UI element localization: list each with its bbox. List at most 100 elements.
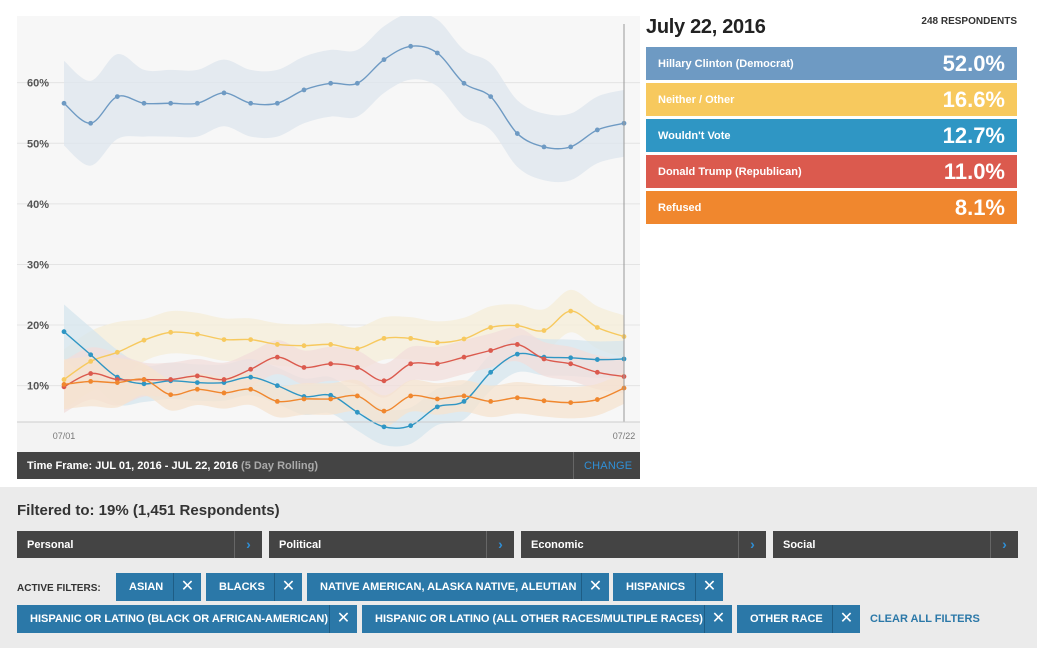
filter-chip-native-american[interactable]: NATIVE AMERICAN, ALASKA NATIVE, ALEUTIAN… [307, 573, 609, 601]
data-point [168, 100, 174, 106]
close-icon[interactable]: ✕ [274, 573, 302, 601]
filter-chip-other-race[interactable]: OTHER RACE ✕ [737, 605, 860, 633]
filter-chip-hispanic-other[interactable]: HISPANIC OR LATINO (ALL OTHER RACES/MULT… [362, 605, 732, 633]
category-political-button[interactable]: Political › [269, 531, 514, 558]
result-value: 52.0% [942, 51, 1005, 76]
result-label: Hillary Clinton (Democrat) [658, 58, 794, 70]
category-label: Social [783, 539, 816, 551]
filter-chip-label: HISPANIC OR LATINO (ALL OTHER RACES/MULT… [375, 613, 703, 625]
category-economic-button[interactable]: Economic › [521, 531, 766, 558]
data-point [461, 336, 467, 342]
data-point [301, 396, 307, 402]
close-icon[interactable]: ✕ [329, 605, 357, 633]
category-personal-button[interactable]: Personal › [17, 531, 262, 558]
confidence-band [64, 356, 624, 427]
data-point [248, 100, 254, 106]
chevron-right-icon: › [990, 531, 1018, 558]
data-point [434, 396, 440, 402]
data-point [488, 369, 494, 375]
data-point [301, 87, 307, 93]
close-icon[interactable]: ✕ [704, 605, 732, 633]
data-point [461, 398, 467, 404]
data-point [354, 393, 360, 399]
series-line [63, 310, 625, 381]
filter-chip-label: BLACKS [219, 581, 265, 593]
data-point [168, 392, 174, 398]
data-point [88, 371, 94, 376]
data-point [274, 342, 280, 347]
filter-chip-blacks[interactable]: BLACKS ✕ [206, 573, 302, 601]
result-label: Refused [658, 202, 702, 214]
data-point [541, 356, 547, 362]
close-icon[interactable]: ✕ [581, 573, 609, 601]
data-point [248, 366, 254, 372]
data-point [221, 390, 227, 396]
data-point [461, 354, 467, 360]
data-point [328, 396, 334, 402]
y-tick-label: 30% [27, 259, 49, 271]
data-point [194, 100, 200, 106]
data-point [168, 329, 174, 335]
data-point [434, 50, 440, 56]
data-point [381, 57, 387, 63]
result-label: Neither / Other [658, 94, 735, 106]
data-point [328, 342, 334, 347]
filter-chip-label: ASIAN [129, 581, 164, 593]
close-icon[interactable]: ✕ [695, 573, 723, 601]
filter-section: Filtered to: 19% (1,451 Respondents) Per… [0, 487, 1037, 648]
confidence-band [64, 16, 624, 183]
data-point [594, 325, 600, 330]
category-label: Economic [531, 539, 584, 551]
data-point [514, 395, 520, 401]
data-point [434, 361, 440, 367]
data-point [354, 80, 360, 86]
category-label: Political [279, 539, 322, 551]
timeframe-bar: Time Frame: JUL 01, 2016 - JUL 22, 2016 … [17, 452, 640, 479]
data-point [88, 359, 94, 364]
category-label: Personal [27, 539, 74, 551]
data-point [274, 100, 280, 106]
data-point [61, 382, 67, 387]
result-label: Donald Trump (Republican) [658, 166, 802, 178]
result-row-refused: Refused 8.1% [646, 191, 1017, 224]
data-point [514, 131, 520, 136]
filter-chip-asian[interactable]: ASIAN ✕ [116, 573, 201, 601]
filter-chip-hispanic-black[interactable]: HISPANIC OR LATINO (BLACK OR AFRICAN-AME… [17, 605, 357, 633]
data-point [328, 392, 334, 398]
timeframe-text: Time Frame: JUL 01, 2016 - JUL 22, 2016 … [27, 460, 318, 472]
result-value: 11.0% [943, 159, 1005, 184]
y-tick-label: 40% [27, 199, 49, 211]
data-point [541, 144, 547, 150]
data-point [88, 352, 94, 358]
data-point [514, 351, 520, 357]
data-point [168, 377, 174, 382]
data-point [541, 398, 547, 404]
filter-chip-label: OTHER RACE [750, 613, 823, 625]
close-icon[interactable]: ✕ [832, 605, 860, 633]
change-timeframe-link[interactable]: CHANGE [584, 460, 633, 472]
data-point [568, 308, 574, 314]
data-point [141, 100, 147, 106]
clear-all-filters-link[interactable]: CLEAR ALL FILTERS [870, 613, 980, 625]
filter-chip-hispanics[interactable]: HISPANICS ✕ [613, 573, 723, 601]
series-line [63, 378, 625, 412]
data-point [408, 423, 414, 429]
data-point [88, 120, 94, 126]
category-social-button[interactable]: Social › [773, 531, 1018, 558]
filter-chip-label: HISPANICS [626, 581, 686, 593]
data-point [248, 386, 254, 392]
data-point [354, 409, 360, 415]
data-point [594, 397, 600, 402]
data-point [354, 365, 360, 370]
close-icon[interactable]: ✕ [173, 573, 201, 601]
data-point [594, 127, 600, 133]
result-row-wouldnt-vote: Wouldn't Vote 12.7% [646, 119, 1017, 152]
series-line [63, 45, 625, 150]
data-point [408, 361, 414, 367]
result-row-neither: Neither / Other 16.6% [646, 83, 1017, 116]
data-point [301, 343, 307, 349]
data-point [408, 43, 414, 49]
result-row-trump: Donald Trump (Republican) 11.0% [646, 155, 1017, 188]
data-point [274, 354, 280, 360]
data-point [61, 329, 67, 335]
